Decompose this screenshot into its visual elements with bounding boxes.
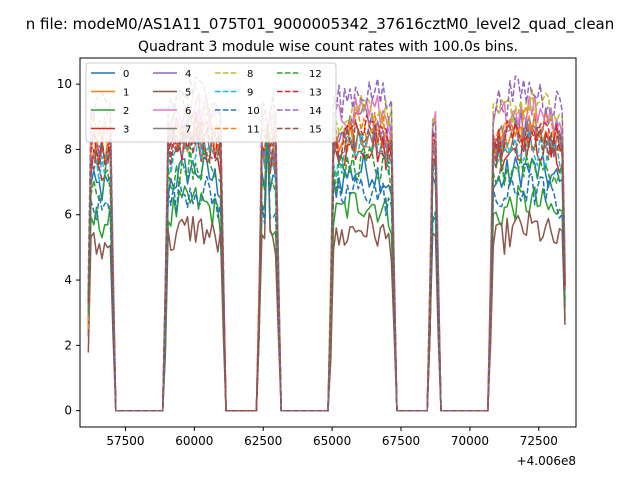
y-tick-label: 0 bbox=[64, 404, 72, 418]
x-tick-label: 65000 bbox=[313, 434, 351, 448]
x-tick-label: 57500 bbox=[106, 434, 144, 448]
x-tick-label: 67500 bbox=[382, 434, 420, 448]
legend-label-14: 14 bbox=[309, 106, 322, 117]
legend-label-8: 8 bbox=[247, 69, 253, 80]
legend-label-2: 2 bbox=[123, 106, 129, 117]
legend-label-0: 0 bbox=[123, 69, 129, 80]
y-tick-label: 2 bbox=[64, 338, 72, 352]
legend-label-13: 13 bbox=[309, 88, 322, 99]
y-tick-label: 4 bbox=[64, 273, 72, 287]
x-tick-label: 60000 bbox=[175, 434, 213, 448]
legend-label-12: 12 bbox=[309, 69, 322, 80]
axes-frame bbox=[79, 57, 577, 428]
legend-label-15: 15 bbox=[309, 125, 322, 136]
x-tick-label: 62500 bbox=[244, 434, 282, 448]
figure-suptitle: n file: modeM0/AS1A11_075T01_9000005342_… bbox=[26, 15, 615, 34]
legend-label-7: 7 bbox=[185, 125, 191, 136]
legend-label-1: 1 bbox=[123, 88, 129, 99]
series-line-12 bbox=[87, 132, 566, 412]
chart-title: Quadrant 3 module wise count rates with … bbox=[138, 39, 518, 55]
legend-label-4: 4 bbox=[185, 69, 191, 80]
y-tick-label: 6 bbox=[64, 208, 72, 222]
legend-label-11: 11 bbox=[247, 125, 260, 136]
x-tick-label: 72500 bbox=[520, 434, 558, 448]
legend-label-3: 3 bbox=[123, 125, 129, 136]
axis-ticks: 57500 60000 62500 65000 67500 70000 72500 0 2 4 6 8… bbox=[57, 77, 558, 448]
legend-label-5: 5 bbox=[185, 88, 191, 99]
legend-box bbox=[85, 62, 337, 143]
legend-label-6: 6 bbox=[185, 106, 191, 117]
y-tick-label: 8 bbox=[64, 142, 72, 156]
legend-label-9: 9 bbox=[247, 88, 253, 99]
y-tick-label: 10 bbox=[57, 77, 72, 91]
x-offset-label: +4.006e8 bbox=[517, 454, 576, 468]
x-tick-label: 70000 bbox=[451, 434, 489, 448]
series-line-15 bbox=[87, 119, 566, 412]
legend-label-10: 10 bbox=[247, 106, 260, 117]
